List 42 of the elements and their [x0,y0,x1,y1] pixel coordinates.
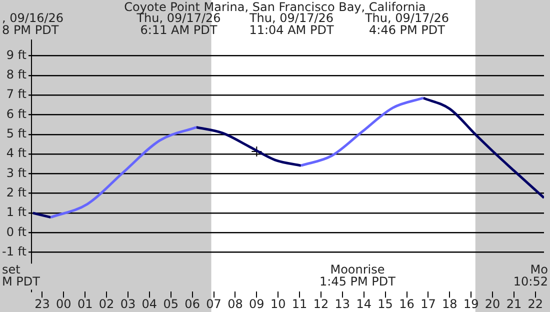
y-tick-label: 8 ft [6,68,27,82]
y-tick-label: 4 ft [6,146,27,160]
x-tick-label: 03 [120,296,136,311]
y-tick-label: 9 ft [6,48,27,62]
x-tick-label: 22 [528,296,544,311]
x-tick-label: 05 [163,296,179,311]
y-tick-label: 3 ft [6,166,27,180]
annotation: set M PDT [2,262,41,289]
x-tick-label: 12 [313,296,329,311]
x-tick-label: 06 [184,296,200,311]
x-tick-label: 21 [506,296,522,311]
x-tick-label: 18 [442,296,458,311]
x-tick-label: 02 [98,296,114,311]
y-tick-label: 6 ft [6,106,27,121]
x-tick-label: 08 [228,296,243,311]
y-tick-label: 0 ft [6,224,27,239]
x-tick-label: 19 [463,296,479,311]
x-tick-label: 01 [77,296,93,311]
y-tick-label: -1 ft [2,244,27,258]
y-tick-label: 7 ft [6,87,27,102]
x-tick-label: 11 [292,296,308,311]
x-tick-label: 10 [270,296,286,311]
text: Thu, 09/17/26 4:46 PM PDT [364,11,450,38]
x-tick-label: 20 [484,296,500,311]
text: Thu, 09/17/26 6:11 AM PDT [136,11,221,38]
x-tick-label: 16 [399,296,414,311]
text: Thu, 09/17/26 11:04 AM PDT [248,11,334,38]
y-tick-label: 1 ft [6,205,27,220]
annotation: Moonrise 1:45 PM PDT [320,262,396,289]
x-tick-label: 07 [206,296,222,311]
x-tick-label: 15 [378,296,393,311]
y-tick-label: 5 ft [6,126,27,140]
x-tick-label: 00 [56,296,72,311]
x-tick-label: 17 [420,296,436,311]
y-tick-label: 2 ft [6,185,27,200]
x-tick-label: 13 [334,296,350,311]
x-tick-label: 14 [356,296,372,311]
x-tick-label: 23 [34,296,50,311]
x-tick-label: 04 [142,296,158,311]
x-tick-label: 09 [249,296,264,311]
annotation: Mo 10:52 [513,262,548,289]
text: , 09/16/26 8 PM PDT [2,11,64,38]
